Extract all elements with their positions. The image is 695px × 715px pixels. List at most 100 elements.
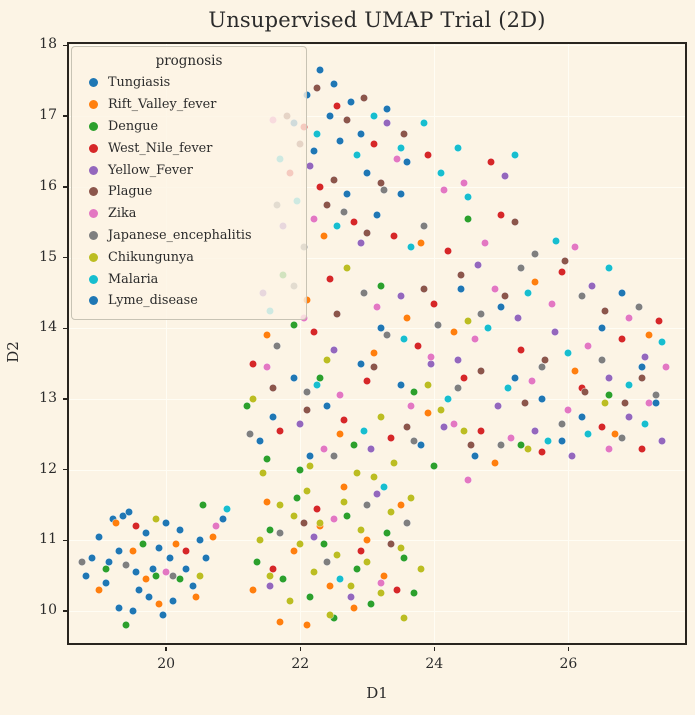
scatter-point — [584, 342, 592, 350]
scatter-point — [541, 356, 549, 364]
y-tick-label: 17 — [39, 107, 57, 124]
scatter-point — [330, 346, 338, 353]
scatter-point — [403, 158, 411, 166]
scatter-point — [145, 593, 153, 601]
scatter-point — [460, 179, 468, 187]
scatter-point — [300, 519, 308, 527]
scatter-point — [390, 232, 398, 240]
scatter-point — [326, 611, 334, 619]
x-tick-label: 20 — [157, 656, 176, 672]
scatter-point — [357, 239, 365, 247]
scatter-point — [430, 462, 438, 470]
scatter-point — [377, 324, 385, 332]
scatter-point — [347, 98, 355, 106]
legend-item-yellow_fever: Yellow_Fever — [80, 159, 298, 181]
x-tick-mark — [165, 647, 167, 651]
scatter-point — [548, 300, 556, 308]
scatter-point — [290, 321, 298, 329]
scatter-point — [380, 483, 388, 491]
scatter-point — [397, 544, 405, 552]
scatter-point — [310, 215, 318, 223]
scatter-point — [132, 568, 140, 576]
scatter-point — [269, 384, 277, 392]
x-tick-mark — [433, 647, 435, 651]
scatter-point — [363, 229, 371, 237]
scatter-point — [303, 388, 311, 396]
scatter-point — [313, 84, 321, 92]
scatter-point — [400, 554, 408, 562]
scatter-point — [155, 544, 163, 552]
scatter-point — [357, 526, 365, 534]
scatter-point — [578, 413, 586, 421]
scatter-point — [551, 328, 559, 336]
scatter-point — [320, 232, 328, 240]
scatter-point — [564, 349, 572, 357]
scatter-point — [353, 469, 361, 477]
scatter-point — [450, 328, 458, 336]
scatter-point — [166, 554, 174, 562]
scatter-point — [296, 420, 304, 428]
scatter-point — [638, 445, 646, 453]
legend-item-rift_valley_fever: Rift_Valley_fever — [80, 94, 298, 116]
scatter-point — [598, 423, 606, 431]
legend-swatch-icon — [89, 121, 98, 131]
scatter-point — [588, 282, 596, 290]
scatter-point — [253, 558, 261, 566]
scatter-point — [598, 356, 606, 364]
scatter-point — [290, 512, 298, 520]
legend-item-lyme_disease: Lyme_disease — [80, 290, 298, 312]
scatter-point — [336, 430, 344, 438]
scatter-point — [336, 137, 344, 145]
scatter-point — [571, 243, 579, 251]
scatter-point — [424, 409, 432, 417]
scatter-point — [387, 508, 395, 516]
scatter-point — [477, 367, 485, 375]
scatter-point — [558, 437, 566, 445]
legend-item-chikungunya: Chikungunya — [80, 246, 298, 268]
scatter-point — [249, 586, 257, 594]
scatter-point — [209, 533, 217, 541]
scatter-point — [501, 172, 509, 180]
legend-item-label: Malaria — [108, 271, 159, 287]
scatter-point — [658, 437, 666, 445]
scatter-point — [266, 582, 274, 590]
scatter-point — [400, 130, 408, 138]
legend-swatch-icon — [89, 230, 98, 240]
scatter-point — [350, 218, 358, 226]
scatter-point — [323, 201, 331, 209]
scatter-point — [102, 565, 110, 573]
scatter-point — [424, 381, 432, 389]
scatter-point — [333, 222, 341, 230]
scatter-point — [598, 324, 606, 332]
legend-item-label: Dengue — [108, 118, 159, 134]
scatter-point — [249, 360, 257, 368]
scatter-point — [454, 144, 462, 152]
scatter-point — [625, 314, 633, 322]
scatter-point — [605, 374, 613, 382]
scatter-point — [343, 116, 351, 124]
scatter-point — [373, 211, 381, 219]
scatter-point — [306, 452, 314, 460]
legend-swatch-icon — [89, 100, 98, 110]
scatter-point — [427, 353, 435, 361]
scatter-point — [407, 494, 415, 502]
scatter-point — [256, 536, 264, 544]
scatter-point — [263, 331, 271, 339]
scatter-point — [310, 147, 318, 155]
scatter-point — [347, 582, 355, 590]
legend-item-west_nile_fever: West_Nile_fever — [80, 137, 298, 159]
scatter-point — [269, 413, 277, 421]
scatter-point — [310, 568, 318, 576]
scatter-point — [373, 490, 381, 498]
scatter-point — [347, 593, 355, 601]
scatter-point — [387, 540, 395, 548]
scatter-point — [142, 529, 150, 537]
scatter-point — [316, 66, 324, 74]
legend-item-tungiasis: Tungiasis — [80, 72, 298, 94]
scatter-point — [169, 572, 177, 580]
scatter-point — [491, 285, 499, 293]
legend-swatch-icon — [89, 209, 98, 219]
scatter-point — [645, 399, 653, 407]
scatter-point — [313, 130, 321, 138]
